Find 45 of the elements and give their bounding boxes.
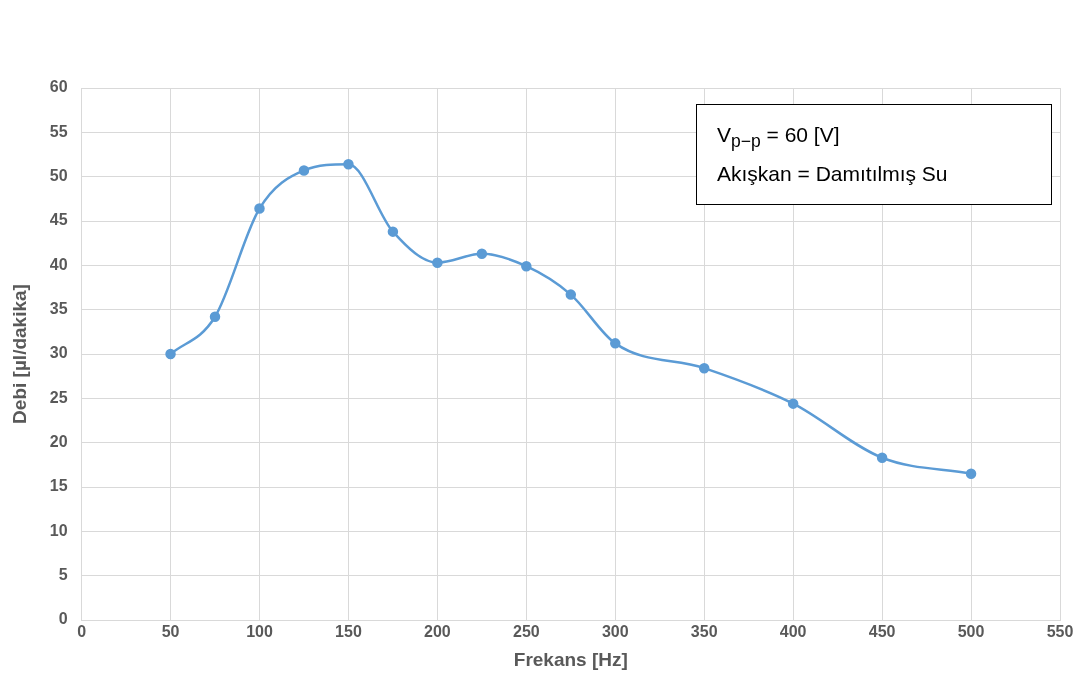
x-tick-label: 100 <box>246 623 273 641</box>
y-tick-label: 35 <box>49 300 68 318</box>
x-tick-label: 550 <box>1046 623 1074 641</box>
x-tick-label: 400 <box>779 623 807 641</box>
y-tick-label: 20 <box>49 433 68 451</box>
x-tick-label: 50 <box>161 623 180 641</box>
point <box>209 311 221 323</box>
y-tick-label: 40 <box>49 255 68 273</box>
x-tick-label: 350 <box>690 623 718 641</box>
x-tick-label: 0 <box>77 623 87 641</box>
y-tick-label: 50 <box>49 167 68 185</box>
y-tick-label: 15 <box>49 477 68 495</box>
y-tick-label: 10 <box>49 521 68 539</box>
y-axis-title: Debi [µl/dakika] <box>8 284 30 424</box>
y-tick-label: 60 <box>49 78 68 96</box>
x-tick-label: 200 <box>424 623 451 641</box>
point <box>165 348 176 360</box>
point <box>343 159 354 170</box>
x-tick-label: 250 <box>512 623 540 641</box>
point <box>698 362 710 374</box>
note-box: V$_{p−p}$ = 60 [V] Akışkan = Damıtılmış Su <box>696 104 1052 206</box>
point <box>254 203 265 214</box>
point <box>476 248 488 260</box>
point <box>610 338 621 349</box>
y-tick-label: 55 <box>49 122 68 140</box>
point <box>876 452 888 463</box>
annotation: Akışkan = Damıtılmış Su <box>717 162 949 187</box>
y-tick-label: 45 <box>49 211 68 229</box>
x-tick-label: 150 <box>335 623 362 641</box>
y-tick-label: 25 <box>49 388 68 406</box>
point <box>787 398 799 409</box>
annotation: V$_{p−p}$ = 60 [V] <box>717 123 841 153</box>
point <box>965 468 977 479</box>
y-tick-label: 0 <box>58 610 68 628</box>
x-tick-label: 300 <box>601 623 629 641</box>
y-tick-label: 5 <box>58 566 68 584</box>
point <box>432 257 443 268</box>
point <box>565 289 577 300</box>
x-axis-title: Frekans [Hz] <box>513 648 628 670</box>
point <box>387 226 399 237</box>
x-tick-label: 450 <box>868 623 896 641</box>
point <box>298 165 310 176</box>
point <box>521 260 532 272</box>
x-tick-label: 500 <box>957 623 985 641</box>
y-tick-label: 30 <box>49 344 68 362</box>
